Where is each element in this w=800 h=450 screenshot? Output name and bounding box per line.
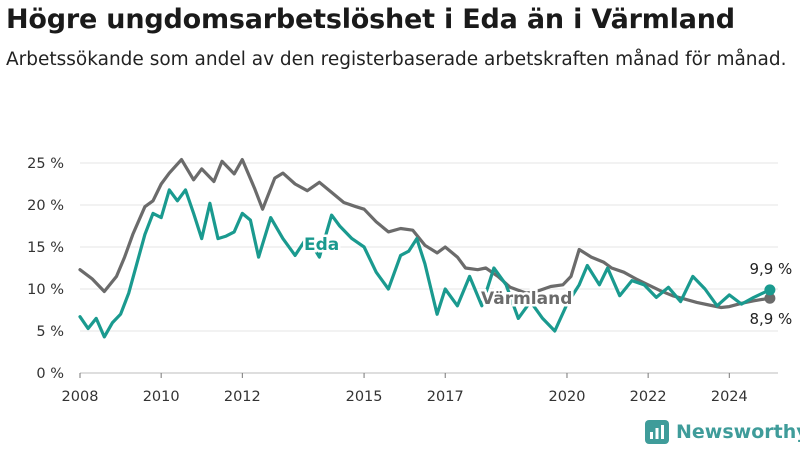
x-tick-label: 2008 — [62, 389, 99, 405]
y-tick-label: 15 % — [27, 240, 64, 256]
x-axis: 2008 2010 2012 2015 2017 2020 2022 2024 — [62, 373, 748, 405]
x-tick-label: 2015 — [346, 389, 383, 405]
value-label-eda: 9,9 % — [749, 260, 792, 278]
x-tick-label: 2010 — [143, 389, 180, 405]
y-tick-label: 0 % — [36, 366, 64, 382]
value-label-varmland: 8,9 % — [749, 310, 792, 328]
y-axis-tick-labels: 0 % 5 % 10 % 15 % 20 % 25 % — [27, 156, 64, 382]
line-chart: 0 %5 %10 %15 %20 %25 % 2008 2010 2012 2015 2… — [0, 0, 800, 450]
newsworthy-logo-icon — [645, 420, 669, 444]
x-tick-label: 2017 — [427, 389, 464, 405]
y-tick-label: 20 % — [27, 198, 64, 214]
x-tick-label: 2022 — [630, 389, 667, 405]
gridlines — [80, 163, 778, 373]
x-tick-label: 2012 — [224, 389, 261, 405]
y-tick-label: 25 % — [27, 156, 64, 172]
brand-name: Newsworthy — [676, 421, 800, 443]
series-line-eda — [80, 190, 770, 337]
series-label-eda: Eda — [304, 235, 339, 255]
series-lines — [80, 160, 775, 337]
series-end-point — [764, 284, 775, 295]
x-tick-label: 2020 — [549, 389, 586, 405]
x-tick-label: 2024 — [711, 389, 748, 405]
y-tick-label: 10 % — [27, 282, 64, 298]
y-tick-label: 5 % — [36, 324, 64, 340]
series-line-vrmland — [80, 160, 770, 308]
newsworthy-brand: Newsworthy — [645, 420, 800, 444]
series-labels: Eda Värmland 9,9 % 8,9 % — [304, 235, 792, 328]
series-label-varmland: Värmland — [481, 289, 572, 309]
